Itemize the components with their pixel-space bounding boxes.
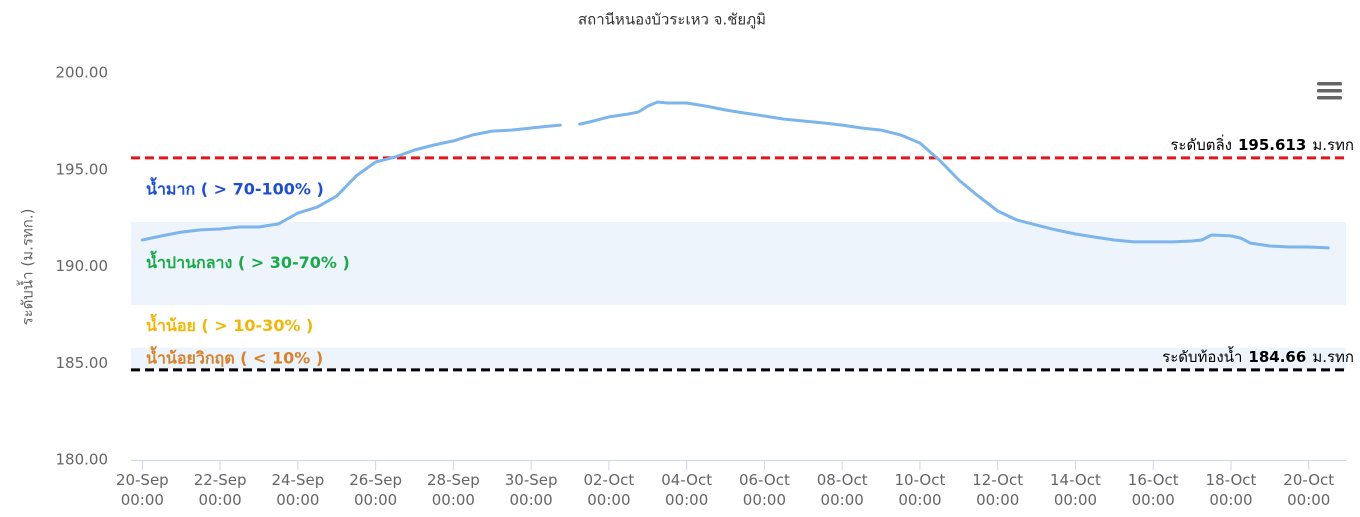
x-tick-label: 22-Sep 00:00: [193, 471, 247, 509]
x-tick-label: 10-Oct 00:00: [894, 471, 946, 509]
menu-bar: [1317, 82, 1342, 86]
y-tick-label: 200.00: [56, 64, 109, 82]
menu-button[interactable]: [1312, 78, 1346, 106]
x-tick-label: 20-Sep 00:00: [115, 471, 169, 509]
x-tick-label: 06-Oct 00:00: [738, 471, 790, 509]
x-tick-label: 24-Sep 00:00: [271, 471, 325, 509]
reference-label: ระดับตลิ่ง 195.613 ม.รทก: [1170, 133, 1354, 153]
x-tick-label: 20-Oct 00:00: [1283, 471, 1335, 509]
y-tick-label: 190.00: [56, 257, 109, 275]
water-level-line: [140, 100, 1330, 250]
x-tick-label: 28-Sep 00:00: [426, 471, 480, 509]
plot-band: [131, 221, 1346, 306]
x-tick-label: 26-Sep 00:00: [349, 471, 402, 509]
x-tick-label: 30-Sep 00:00: [504, 471, 558, 509]
y-tick-label: 185.00: [56, 354, 109, 372]
zone-label: น้ำมาก ( > 70-100% ): [146, 177, 324, 199]
zone-label: น้ำปานกลาง ( > 30-70% ): [146, 250, 350, 272]
reference-value: 195.613: [1238, 135, 1306, 153]
chart-title: สถานีหนองบัวระเหว จ.ชัยภูมิ: [578, 11, 766, 29]
x-tick-label: 14-Oct 00:00: [1050, 471, 1101, 509]
zone-label: น้ำน้อยวิกฤต ( < 10% ): [146, 345, 323, 367]
reference-unit: ม.รทก: [1312, 135, 1354, 153]
y-tick-label: 195.00: [56, 160, 109, 178]
reference-label: ระดับท้องน้ำ 184.66 ม.รทก: [1162, 345, 1354, 365]
y-axis-title: ระดับน้ำ (ม.รทก.): [17, 209, 37, 326]
reference-name: ระดับตลิ่ง: [1170, 133, 1232, 153]
plot-band: [131, 347, 1346, 370]
x-tick-label: 16-Oct 00:00: [1127, 471, 1179, 509]
x-tick-label: 08-Oct 00:00: [816, 471, 868, 509]
zone-label: น้ำน้อย ( > 10-30% ): [146, 313, 313, 335]
x-tick-label: 18-Oct 00:00: [1205, 471, 1257, 509]
menu-bar: [1317, 89, 1342, 93]
reference-name: ระดับท้องน้ำ: [1162, 345, 1242, 365]
x-tick-label: 02-Oct 00:00: [583, 471, 635, 509]
reference-unit: ม.รทก: [1312, 347, 1354, 365]
x-tick-label: 04-Oct 00:00: [661, 471, 713, 509]
reference-value: 184.66: [1248, 347, 1306, 365]
menu-bar: [1317, 96, 1342, 100]
y-tick-label: 180.00: [56, 451, 109, 469]
x-tick-label: 12-Oct 00:00: [972, 471, 1024, 509]
